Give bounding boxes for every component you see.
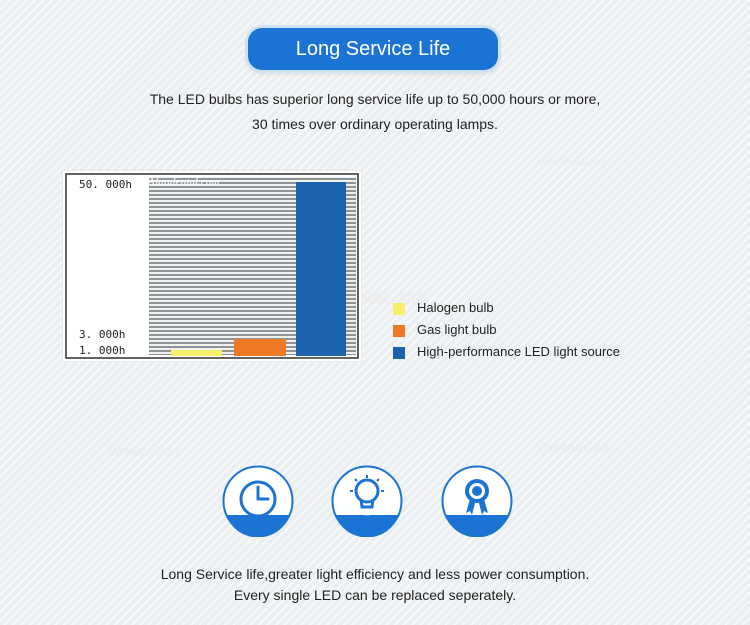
service-life-chart: 50. 000h 3. 000h 1. 000h Alandental.com: [62, 170, 362, 362]
legend-swatch: [393, 347, 405, 359]
legend-swatch: [393, 303, 405, 315]
watermark: Alandental.com: [536, 156, 608, 168]
legend-label: Halogen bulb: [417, 300, 494, 315]
watermark: Alandental.com: [147, 176, 220, 188]
section-title: Long Service Life: [248, 28, 498, 70]
intro-line-2: 30 times over ordinary operating lamps.: [252, 116, 498, 132]
lightbulb-icon: [331, 465, 403, 537]
y-tick-label: 1. 000h: [79, 344, 125, 357]
award-badge-icon: [441, 465, 513, 537]
intro-line-1: The LED bulbs has superior long service …: [149, 91, 601, 107]
footer-line-2: Every single LED can be replaced seperat…: [233, 587, 517, 603]
bar-halogen-bulb: [171, 350, 222, 356]
legend-swatch: [393, 325, 405, 337]
watermark: Alandental.com: [108, 445, 180, 457]
y-tick-label: 50. 000h: [79, 178, 132, 191]
y-tick-label: 3. 000h: [79, 328, 125, 341]
bar-gas-light-bulb: [234, 339, 286, 356]
clock-icon: [222, 465, 294, 537]
chart-border: [65, 173, 359, 359]
legend-label: High-performance LED light source: [417, 344, 621, 359]
legend-label: Gas light bulb: [417, 322, 497, 337]
footer-line-1: Long Service life,greater light efficien…: [160, 566, 590, 582]
bar-high-performance-led-light-source: [296, 182, 346, 356]
watermark: Alandental.com: [538, 442, 610, 454]
